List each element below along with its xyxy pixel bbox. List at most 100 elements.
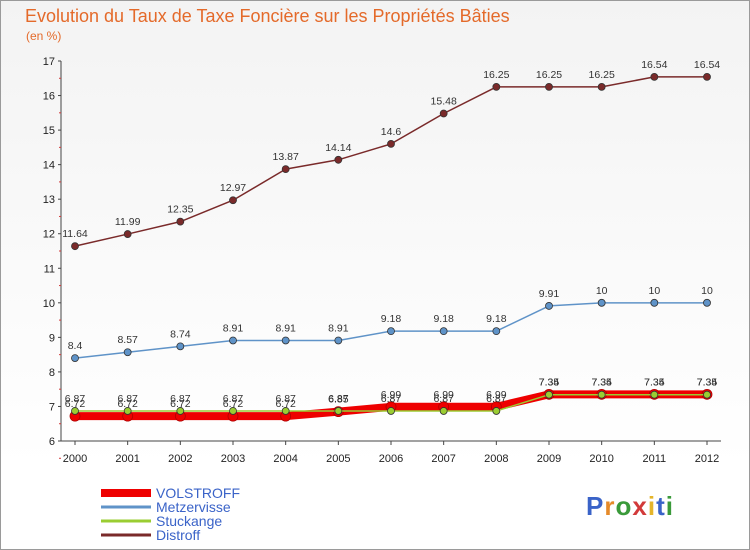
data-label: 15.48: [431, 96, 457, 108]
data-label: 12.35: [167, 204, 193, 216]
data-point: [703, 298, 711, 307]
data-point: [229, 407, 237, 415]
x-tick-label: 2005: [326, 453, 350, 465]
data-label: 16.54: [641, 59, 667, 71]
data-point: [176, 342, 185, 351]
data-label: 12.97: [220, 182, 246, 194]
data-point: [123, 230, 132, 238]
legend-label: Distroff: [156, 527, 200, 543]
data-point: [650, 390, 659, 399]
data-label: 6.72: [223, 398, 244, 410]
data-point: [281, 165, 290, 174]
data-label: 6.87: [170, 393, 191, 405]
data-label: 16.54: [694, 59, 720, 71]
data-label: 8.57: [117, 334, 138, 346]
y-tick-label: 7: [49, 401, 55, 413]
x-tick-label: 2003: [221, 453, 245, 465]
data-point: [703, 390, 711, 399]
data-label: 6.99: [433, 389, 454, 401]
data-label: 11.99: [115, 216, 141, 228]
series-line-distroff: [74, 76, 707, 247]
data-point: [71, 242, 79, 251]
data-point: [703, 72, 711, 81]
data-label: 8.91: [223, 322, 244, 334]
y-tick-label: 10: [43, 298, 55, 310]
data-label: 6.99: [381, 389, 402, 401]
data-label: 6.87: [223, 393, 244, 405]
data-label: 10: [701, 285, 713, 297]
x-tick-label: 2010: [589, 453, 613, 465]
data-point: [281, 407, 290, 415]
data-point: [176, 217, 185, 226]
data-point: [650, 72, 659, 81]
proxiti-logo: Proxiti: [586, 491, 674, 521]
data-point: [387, 327, 395, 336]
y-tick-label: 9: [49, 332, 55, 344]
data-point: [492, 327, 501, 336]
data-label: 6.85: [328, 394, 349, 406]
data-label: 7.34: [539, 377, 560, 389]
data-point: [597, 83, 606, 91]
data-label: 6.72: [117, 398, 138, 410]
data-label: 8.4: [68, 340, 83, 352]
data-point: [281, 336, 290, 345]
data-point: [597, 298, 606, 307]
y-tick-label: 15: [43, 125, 55, 137]
data-label: 9.18: [486, 313, 507, 325]
data-point: [71, 354, 79, 362]
data-point: [387, 407, 395, 415]
data-point: [492, 407, 501, 415]
data-label: 8.74: [170, 328, 191, 340]
data-point: [597, 390, 606, 399]
x-tick-label: 2009: [537, 453, 561, 465]
data-point: [545, 302, 553, 310]
data-point: [334, 336, 343, 345]
data-point: [71, 407, 79, 415]
y-tick-label: 13: [43, 194, 55, 206]
x-tick-label: 2001: [115, 453, 139, 465]
chart-title: Evolution du Taux de Taxe Foncière sur l…: [25, 6, 510, 26]
y-tick-label: 14: [43, 160, 55, 172]
data-point: [334, 155, 343, 164]
y-tick-label: 16: [43, 91, 55, 103]
data-label: 13.87: [273, 151, 299, 163]
data-label: 6.87: [381, 393, 402, 405]
data-label: 10: [648, 285, 660, 297]
data-label: 16.25: [483, 69, 509, 81]
chart-subtitle: (en %): [26, 29, 62, 43]
data-label: 6.87: [117, 393, 138, 405]
data-point: [123, 348, 132, 357]
data-label: 7.35: [697, 376, 718, 388]
x-tick-label: 2006: [379, 453, 403, 465]
data-label: 10: [596, 285, 608, 297]
y-tick-label: 6: [49, 436, 55, 448]
x-tick-label: 2002: [168, 453, 192, 465]
data-point: [439, 407, 448, 415]
x-tick-label: 2007: [431, 453, 455, 465]
data-point: [439, 327, 448, 336]
x-tick-label: 2008: [484, 453, 508, 465]
y-tick-label: 17: [43, 56, 55, 68]
data-label: 9.18: [433, 313, 454, 325]
y-tick-label: 12: [43, 229, 55, 241]
legend-label: Metzervisse: [156, 499, 231, 515]
data-label: 16.25: [536, 69, 562, 81]
data-point: [545, 83, 553, 91]
data-label: 6.87: [328, 393, 349, 405]
data-label: 6.72: [65, 398, 86, 410]
data-label: 14.6: [381, 126, 402, 138]
data-label: 6.87: [275, 393, 296, 405]
data-label: 9.91: [539, 288, 560, 300]
data-point: [176, 407, 185, 415]
data-label: 6.87: [433, 393, 454, 405]
data-label: 6.72: [170, 398, 191, 410]
data-label: 6.72: [275, 398, 296, 410]
data-label: 6.99: [486, 389, 507, 401]
x-tick-label: 2000: [63, 453, 87, 465]
data-label: 7.34: [591, 377, 612, 389]
data-point: [492, 83, 501, 91]
data-label: 6.87: [65, 393, 86, 405]
data-label: 7.34: [644, 377, 665, 389]
legend-label: VOLSTROFF: [156, 485, 240, 501]
